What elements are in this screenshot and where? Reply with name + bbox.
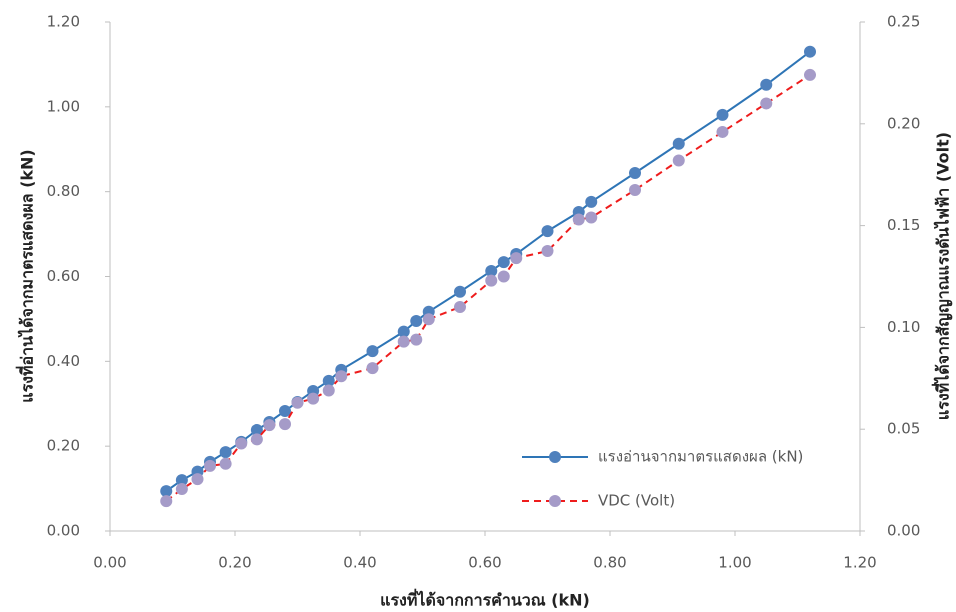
data-point (804, 68, 816, 81)
data-point (629, 183, 641, 196)
data-point (716, 125, 729, 138)
data-point (485, 264, 498, 277)
data-point (672, 137, 685, 150)
y2-tick-label: 0.05 (887, 420, 920, 438)
x-tick-label: 0.40 (343, 554, 376, 572)
data-point (219, 457, 232, 470)
y2-tick-label: 0.20 (887, 114, 920, 132)
data-point (410, 315, 423, 328)
legend-marker (549, 495, 561, 507)
y-tick-label: 1.20 (47, 13, 80, 31)
data-point (366, 345, 379, 358)
y-tick-label: 1.00 (47, 97, 80, 115)
y2-tick-label: 0.10 (887, 318, 920, 336)
data-point (585, 195, 598, 208)
data-point (410, 333, 423, 346)
legend-marker (549, 451, 561, 463)
data-point (279, 418, 291, 431)
y-axis-title: แรงที่อ่านได้จากมาตรแสดงผล (kN) (16, 149, 37, 402)
y-tick-label: 0.40 (47, 352, 80, 370)
data-point (510, 252, 523, 265)
data-point (541, 225, 554, 238)
data-point (672, 154, 685, 167)
data-point (191, 473, 204, 486)
y2-tick-label: 0.15 (887, 216, 920, 234)
data-point (291, 396, 304, 409)
x-tick-label: 1.20 (843, 554, 876, 572)
data-point (397, 325, 410, 338)
data-point (804, 45, 816, 58)
data-point (175, 474, 188, 487)
data-point (760, 97, 773, 110)
y2-tick-label: 0.25 (887, 13, 920, 31)
data-point (160, 485, 173, 498)
y-tick-label: 0.60 (47, 267, 80, 285)
data-point (307, 392, 320, 405)
data-point (263, 419, 276, 432)
data-point (322, 374, 335, 387)
data-point (250, 424, 263, 437)
legend-label: แรงอ่านจากมาตรแสดงผล (kN) (598, 448, 803, 466)
data-point (541, 245, 554, 258)
series-line (165, 74, 811, 502)
y2-tick-label: 0.00 (887, 522, 920, 540)
data-point (585, 211, 598, 224)
data-point (397, 335, 410, 348)
x-tick-label: 0.20 (218, 554, 251, 572)
y-tick-label: 0.00 (47, 522, 80, 540)
data-point (485, 274, 498, 287)
y-tick-label: 0.20 (47, 437, 80, 455)
data-point (204, 459, 216, 472)
x-axis-title: แรงที่ได้จากการคำนวณ (kN) (380, 589, 590, 610)
data-point (572, 213, 585, 226)
data-point (322, 384, 335, 397)
data-point (454, 285, 466, 298)
data-point (175, 483, 188, 496)
data-point (250, 433, 263, 446)
data-point (279, 404, 291, 417)
data-point (497, 256, 510, 269)
legend-label: VDC (Volt) (598, 492, 675, 510)
x-tick-label: 0.80 (593, 554, 626, 572)
data-point (422, 313, 435, 326)
data-point (716, 108, 729, 121)
data-point (454, 301, 466, 314)
data-point (335, 370, 348, 383)
data-point (219, 446, 232, 459)
data-point (235, 437, 248, 450)
data-point (629, 167, 641, 180)
y-tick-label: 0.80 (47, 182, 80, 200)
data-point (366, 362, 379, 375)
data-point (760, 78, 773, 91)
data-point (160, 495, 173, 508)
data-point (497, 270, 510, 283)
x-tick-label: 0.60 (468, 554, 501, 572)
y2-axis-title: แรงที่ได้จากสัญญาณแรงดันไฟฟ้า (Volt) (932, 132, 954, 420)
x-tick-label: 0.00 (93, 554, 126, 572)
x-tick-label: 1.00 (718, 554, 751, 572)
